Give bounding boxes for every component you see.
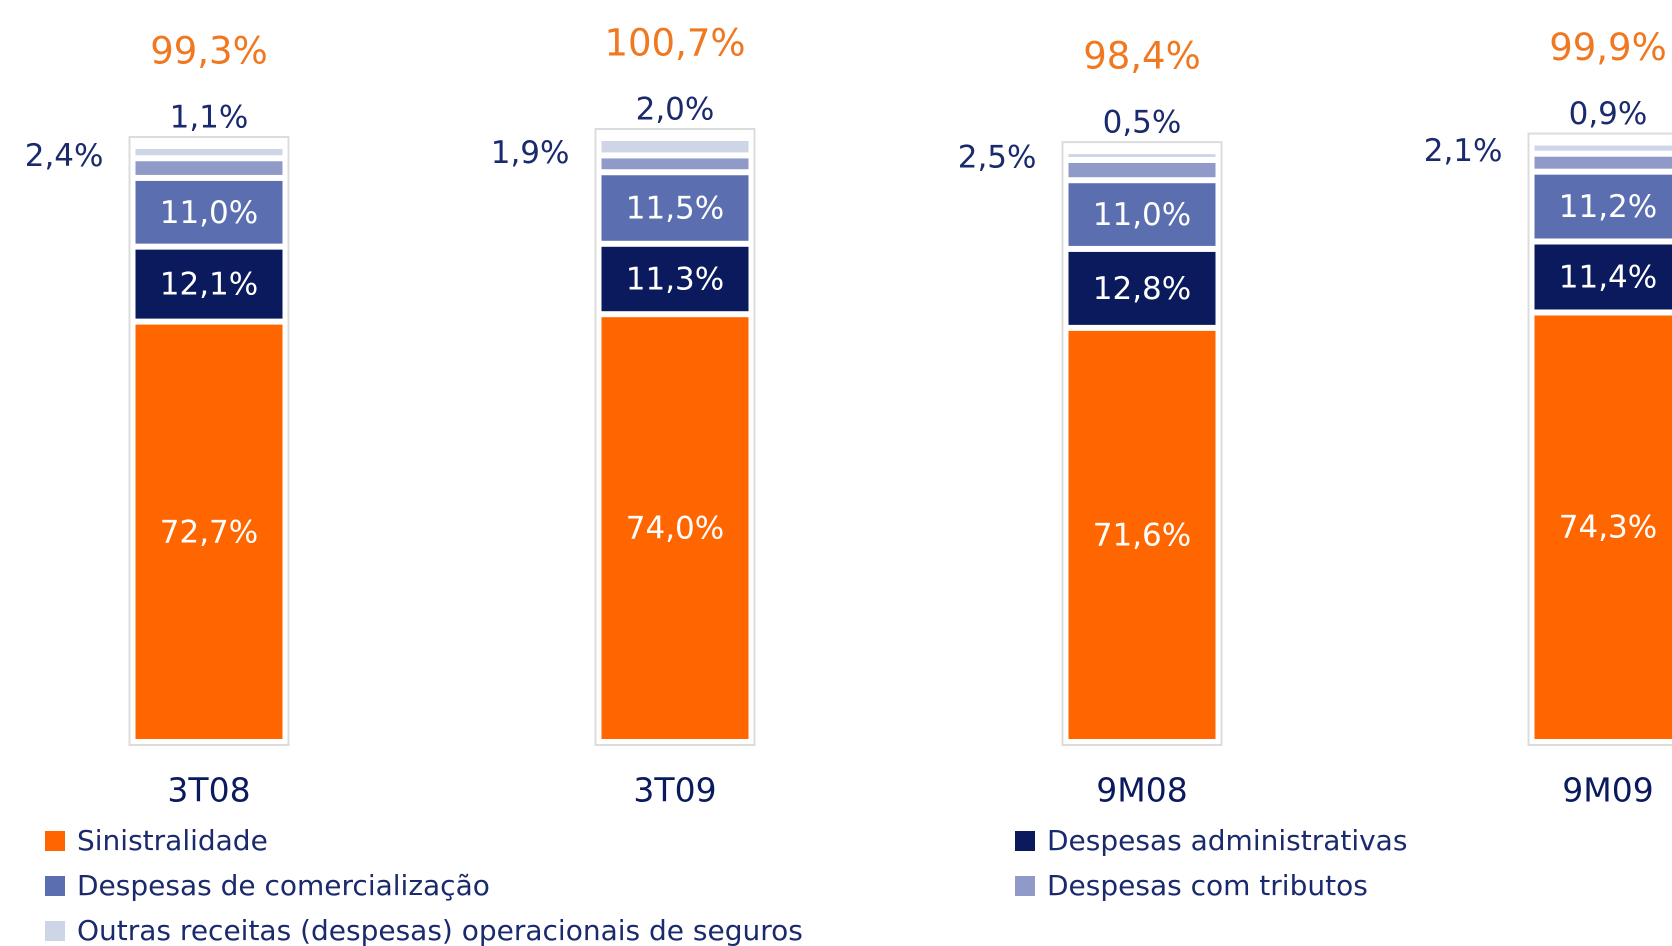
segment-label: 2,5% [958,139,1037,175]
total-label: 98,4% [1083,35,1201,78]
bar-segment [1534,145,1672,151]
bar-segment [601,175,749,241]
bar-segment [135,324,283,739]
segment-label: 74,3% [1559,510,1657,546]
legend-swatch [45,921,65,941]
segment-label: 11,0% [160,195,258,231]
x-tick-label: 3T08 [167,771,250,810]
bar-segment [135,180,283,244]
bar-segment [601,317,749,739]
bar-segment [1534,174,1672,239]
segment-label: 11,5% [626,191,724,227]
segment-label: 2,0% [636,92,715,128]
segment-label: 0,9% [1569,96,1648,132]
x-tick-label: 9M09 [1562,771,1653,810]
legend-label: Despesas de comercialização [77,869,490,902]
segment-label: 11,4% [1559,260,1657,296]
segment-label: 11,2% [1559,189,1657,225]
bar-segment [1534,244,1672,310]
legend-label: Despesas administrativas [1047,824,1407,857]
segment-label: 12,1% [160,267,258,303]
legend-label: Despesas com tributos [1047,869,1368,902]
bar-segment [1068,154,1216,157]
bar-segment [1068,183,1216,246]
bar-segment [601,141,749,153]
bar-segment [135,148,283,156]
total-label: 100,7% [604,22,745,65]
bar-segment [1534,315,1672,739]
segment-label: 2,4% [25,138,104,174]
segment-label: 71,6% [1093,517,1191,553]
segment-label: 11,3% [626,261,724,297]
x-tick-label: 3T09 [633,771,716,810]
legend-swatch [1015,831,1035,851]
segment-label: 12,8% [1093,271,1191,307]
legend-swatch [45,876,65,896]
bar-segment [135,161,283,175]
legend-swatch [1015,876,1035,896]
segment-label: 1,1% [170,99,249,135]
legend-label: Sinistralidade [77,824,268,857]
segment-label: 74,0% [626,511,724,547]
bar-segment [1068,251,1216,325]
segment-label: 1,9% [491,135,570,171]
bar-segment [1068,330,1216,739]
bar-segment [1068,162,1216,178]
bar-segment [601,246,749,312]
segment-label: 2,1% [1424,133,1503,169]
total-label: 99,9% [1549,26,1667,69]
bar-segment [135,249,283,319]
legend-label: Outras receitas (despesas) operacionais … [77,914,803,946]
legend-swatch [45,831,65,851]
bar-segment [601,158,749,170]
total-label: 99,3% [150,29,268,72]
segment-label: 72,7% [160,514,258,550]
segment-label: 0,5% [1103,105,1182,141]
x-tick-label: 9M08 [1096,771,1187,810]
segment-label: 11,0% [1093,197,1191,233]
bar-segment [1534,156,1672,169]
